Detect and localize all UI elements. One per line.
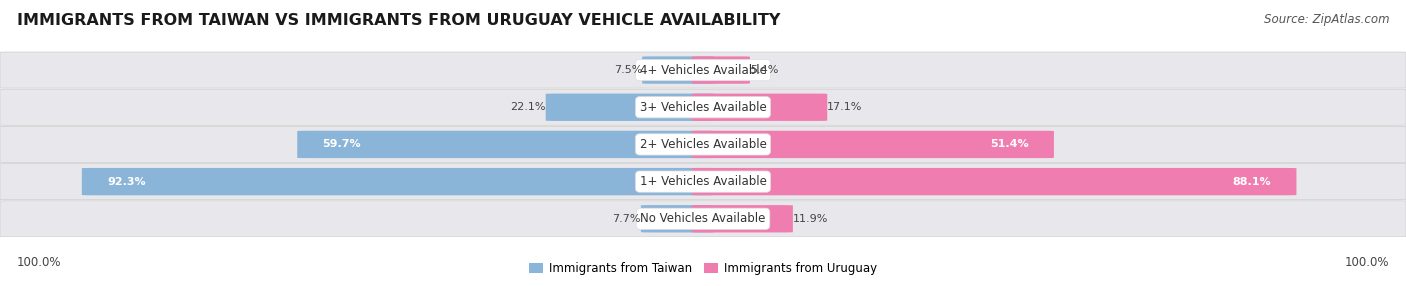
Text: 5.4%: 5.4% (749, 65, 779, 75)
FancyBboxPatch shape (0, 201, 1406, 237)
Text: 100.0%: 100.0% (1344, 256, 1389, 269)
FancyBboxPatch shape (0, 89, 1406, 125)
FancyBboxPatch shape (82, 168, 714, 195)
FancyBboxPatch shape (692, 168, 1296, 195)
FancyBboxPatch shape (692, 56, 749, 84)
FancyBboxPatch shape (692, 94, 827, 121)
Text: 17.1%: 17.1% (827, 102, 863, 112)
Text: 59.7%: 59.7% (322, 140, 361, 149)
Text: 7.5%: 7.5% (614, 65, 643, 75)
FancyBboxPatch shape (641, 205, 714, 233)
Text: 7.7%: 7.7% (613, 214, 641, 224)
Text: Source: ZipAtlas.com: Source: ZipAtlas.com (1264, 13, 1389, 26)
Text: 51.4%: 51.4% (990, 140, 1029, 149)
FancyBboxPatch shape (692, 205, 793, 233)
Text: 88.1%: 88.1% (1233, 177, 1271, 186)
Text: 2+ Vehicles Available: 2+ Vehicles Available (640, 138, 766, 151)
Text: 100.0%: 100.0% (17, 256, 62, 269)
FancyBboxPatch shape (297, 131, 714, 158)
Text: 1+ Vehicles Available: 1+ Vehicles Available (640, 175, 766, 188)
FancyBboxPatch shape (643, 56, 714, 84)
Text: 22.1%: 22.1% (510, 102, 546, 112)
FancyBboxPatch shape (0, 52, 1406, 88)
FancyBboxPatch shape (0, 126, 1406, 162)
Text: 3+ Vehicles Available: 3+ Vehicles Available (640, 101, 766, 114)
Legend: Immigrants from Taiwan, Immigrants from Uruguay: Immigrants from Taiwan, Immigrants from … (524, 258, 882, 280)
Text: 92.3%: 92.3% (107, 177, 146, 186)
FancyBboxPatch shape (692, 131, 1054, 158)
Text: 11.9%: 11.9% (793, 214, 828, 224)
Text: 4+ Vehicles Available: 4+ Vehicles Available (640, 63, 766, 77)
Text: IMMIGRANTS FROM TAIWAN VS IMMIGRANTS FROM URUGUAY VEHICLE AVAILABILITY: IMMIGRANTS FROM TAIWAN VS IMMIGRANTS FRO… (17, 13, 780, 28)
Text: No Vehicles Available: No Vehicles Available (640, 212, 766, 225)
FancyBboxPatch shape (546, 94, 714, 121)
FancyBboxPatch shape (0, 164, 1406, 200)
